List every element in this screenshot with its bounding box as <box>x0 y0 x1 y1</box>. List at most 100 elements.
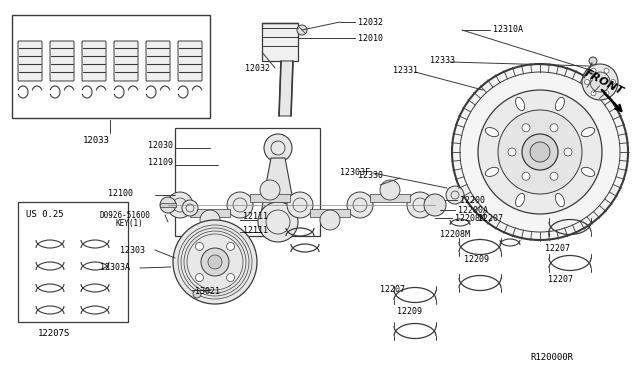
Text: 13021: 13021 <box>195 286 220 295</box>
FancyBboxPatch shape <box>50 41 74 81</box>
Circle shape <box>227 243 234 250</box>
Circle shape <box>564 148 572 156</box>
Circle shape <box>604 68 609 73</box>
Circle shape <box>287 192 313 218</box>
Circle shape <box>522 134 558 170</box>
Text: 12207: 12207 <box>380 285 405 295</box>
Circle shape <box>522 172 530 180</box>
Circle shape <box>611 80 616 84</box>
FancyBboxPatch shape <box>82 41 106 81</box>
Circle shape <box>478 90 602 214</box>
Circle shape <box>550 172 558 180</box>
Ellipse shape <box>485 167 499 176</box>
Circle shape <box>452 64 628 240</box>
Circle shape <box>208 255 222 269</box>
Circle shape <box>584 80 589 84</box>
Circle shape <box>297 25 307 35</box>
Circle shape <box>195 273 204 282</box>
Bar <box>18 202 128 322</box>
Text: R120000R: R120000R <box>530 353 573 362</box>
Text: 12010: 12010 <box>358 33 383 42</box>
Ellipse shape <box>516 97 525 110</box>
Circle shape <box>347 192 373 218</box>
Bar <box>12 15 210 118</box>
Circle shape <box>591 68 596 73</box>
Bar <box>175 128 320 236</box>
Text: 12100: 12100 <box>108 189 133 198</box>
Text: 12207: 12207 <box>548 276 573 285</box>
Circle shape <box>582 64 618 100</box>
Circle shape <box>424 194 446 216</box>
Text: 12032: 12032 <box>358 17 383 26</box>
Text: 12208M: 12208M <box>440 230 470 238</box>
Circle shape <box>550 124 558 132</box>
Circle shape <box>589 57 597 65</box>
Text: 12207: 12207 <box>478 214 503 222</box>
Ellipse shape <box>581 167 595 176</box>
Circle shape <box>407 192 433 218</box>
Text: 12303: 12303 <box>120 246 145 254</box>
Text: 12303A: 12303A <box>100 263 130 273</box>
FancyBboxPatch shape <box>262 23 298 61</box>
FancyBboxPatch shape <box>146 41 170 81</box>
FancyBboxPatch shape <box>178 41 202 81</box>
Text: 12331: 12331 <box>393 65 418 74</box>
Text: 12208M: 12208M <box>455 214 485 222</box>
Text: 12303F: 12303F <box>340 167 370 176</box>
FancyBboxPatch shape <box>18 41 42 81</box>
Circle shape <box>320 210 340 230</box>
Circle shape <box>160 197 176 213</box>
Text: 12111: 12111 <box>243 225 268 234</box>
Text: FRONT: FRONT <box>583 68 625 96</box>
Text: 12310A: 12310A <box>493 25 523 33</box>
Text: 12032: 12032 <box>245 64 270 73</box>
Circle shape <box>173 220 257 304</box>
Circle shape <box>522 124 530 132</box>
Ellipse shape <box>516 193 525 207</box>
Text: 12030: 12030 <box>148 141 173 150</box>
Circle shape <box>167 192 193 218</box>
FancyBboxPatch shape <box>114 41 138 81</box>
Text: 12033: 12033 <box>83 135 110 144</box>
Bar <box>160 203 176 207</box>
Text: 12209: 12209 <box>464 256 489 264</box>
Text: 12200A: 12200A <box>458 205 488 215</box>
Text: 12111: 12111 <box>243 212 268 221</box>
Bar <box>310 208 350 217</box>
Ellipse shape <box>556 97 564 110</box>
Circle shape <box>260 180 280 200</box>
Circle shape <box>264 134 292 162</box>
Text: 12200: 12200 <box>460 196 485 205</box>
Circle shape <box>380 180 400 200</box>
Text: 12207: 12207 <box>545 244 570 253</box>
Circle shape <box>604 91 609 96</box>
Polygon shape <box>261 158 295 228</box>
Text: US 0.25: US 0.25 <box>26 209 63 218</box>
Ellipse shape <box>556 193 564 207</box>
Ellipse shape <box>581 128 595 137</box>
Circle shape <box>258 202 298 242</box>
Ellipse shape <box>485 128 499 137</box>
Text: 12333: 12333 <box>430 55 455 64</box>
Circle shape <box>193 290 201 298</box>
Circle shape <box>227 192 253 218</box>
Circle shape <box>530 142 550 162</box>
Circle shape <box>201 248 229 276</box>
Circle shape <box>200 210 220 230</box>
Text: 12330: 12330 <box>358 170 383 180</box>
Circle shape <box>498 110 582 194</box>
Text: 12109: 12109 <box>148 157 173 167</box>
Text: KEY(1): KEY(1) <box>115 218 143 228</box>
Circle shape <box>590 72 610 92</box>
Text: 12209: 12209 <box>397 308 422 317</box>
Bar <box>370 193 410 202</box>
Text: 12207S: 12207S <box>38 330 70 339</box>
Bar <box>190 208 230 217</box>
Circle shape <box>591 91 596 96</box>
Text: D0926-51600: D0926-51600 <box>100 211 151 219</box>
Circle shape <box>508 148 516 156</box>
Circle shape <box>446 186 464 204</box>
Circle shape <box>182 200 198 216</box>
Bar <box>250 193 290 202</box>
Polygon shape <box>279 61 293 116</box>
